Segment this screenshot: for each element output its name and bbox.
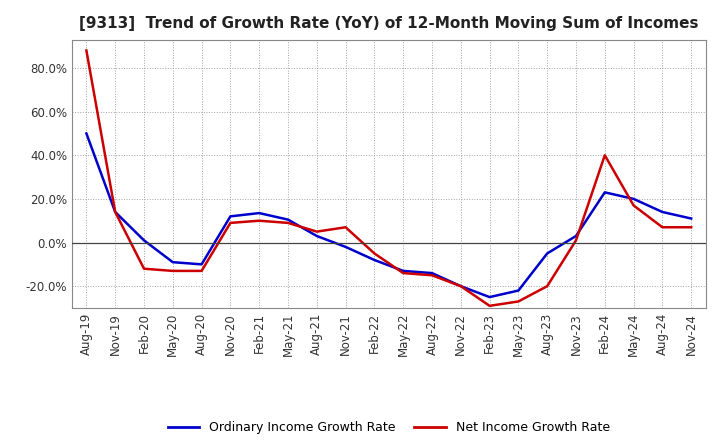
Line: Net Income Growth Rate: Net Income Growth Rate	[86, 51, 691, 306]
Ordinary Income Growth Rate	[543, 251, 552, 256]
Net Income Growth Rate	[226, 220, 235, 226]
Net Income Growth Rate	[168, 268, 177, 274]
Net Income Growth Rate	[629, 203, 638, 208]
Net Income Growth Rate	[197, 268, 206, 274]
Net Income Growth Rate	[82, 48, 91, 53]
Ordinary Income Growth Rate	[82, 131, 91, 136]
Ordinary Income Growth Rate	[284, 217, 292, 222]
Ordinary Income Growth Rate	[658, 209, 667, 215]
Ordinary Income Growth Rate	[226, 214, 235, 219]
Ordinary Income Growth Rate	[255, 210, 264, 216]
Ordinary Income Growth Rate	[428, 271, 436, 276]
Ordinary Income Growth Rate	[341, 244, 350, 249]
Net Income Growth Rate	[370, 251, 379, 256]
Ordinary Income Growth Rate	[687, 216, 696, 221]
Ordinary Income Growth Rate	[485, 294, 494, 300]
Title: [9313]  Trend of Growth Rate (YoY) of 12-Month Moving Sum of Incomes: [9313] Trend of Growth Rate (YoY) of 12-…	[79, 16, 698, 32]
Ordinary Income Growth Rate	[514, 288, 523, 293]
Ordinary Income Growth Rate	[600, 190, 609, 195]
Net Income Growth Rate	[428, 273, 436, 278]
Net Income Growth Rate	[572, 238, 580, 243]
Net Income Growth Rate	[658, 225, 667, 230]
Line: Ordinary Income Growth Rate: Ordinary Income Growth Rate	[86, 133, 691, 297]
Net Income Growth Rate	[111, 209, 120, 215]
Legend: Ordinary Income Growth Rate, Net Income Growth Rate: Ordinary Income Growth Rate, Net Income …	[163, 416, 615, 439]
Net Income Growth Rate	[312, 229, 321, 234]
Net Income Growth Rate	[687, 225, 696, 230]
Net Income Growth Rate	[341, 225, 350, 230]
Ordinary Income Growth Rate	[140, 238, 148, 243]
Net Income Growth Rate	[543, 283, 552, 289]
Ordinary Income Growth Rate	[399, 268, 408, 274]
Net Income Growth Rate	[600, 153, 609, 158]
Net Income Growth Rate	[485, 303, 494, 308]
Net Income Growth Rate	[255, 218, 264, 224]
Ordinary Income Growth Rate	[572, 233, 580, 238]
Net Income Growth Rate	[514, 299, 523, 304]
Net Income Growth Rate	[140, 266, 148, 271]
Ordinary Income Growth Rate	[370, 257, 379, 263]
Net Income Growth Rate	[399, 271, 408, 276]
Ordinary Income Growth Rate	[168, 260, 177, 265]
Ordinary Income Growth Rate	[312, 233, 321, 238]
Ordinary Income Growth Rate	[197, 262, 206, 267]
Ordinary Income Growth Rate	[629, 196, 638, 202]
Net Income Growth Rate	[284, 220, 292, 226]
Ordinary Income Growth Rate	[456, 283, 465, 289]
Net Income Growth Rate	[456, 283, 465, 289]
Ordinary Income Growth Rate	[111, 209, 120, 215]
